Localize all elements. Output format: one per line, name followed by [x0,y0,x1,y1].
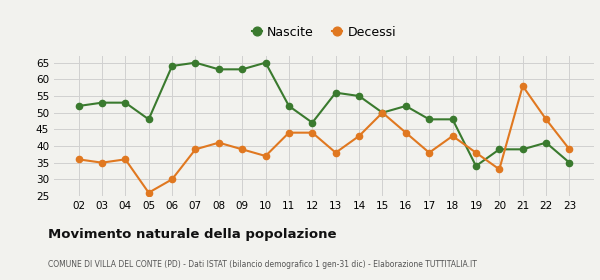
Nascite [239,68,246,71]
Decessi [496,168,503,171]
Nascite [309,121,316,124]
Decessi [449,134,456,138]
Text: Movimento naturale della popolazione: Movimento naturale della popolazione [48,228,337,241]
Nascite [98,101,106,104]
Nascite [496,148,503,151]
Decessi [286,131,293,134]
Nascite [472,164,479,168]
Nascite [449,118,456,121]
Nascite [402,104,409,108]
Decessi [122,158,129,161]
Decessi [519,84,526,88]
Nascite [379,111,386,114]
Nascite [425,118,433,121]
Decessi [542,118,550,121]
Nascite [286,104,293,108]
Decessi [355,134,362,138]
Line: Decessi: Decessi [76,83,572,196]
Decessi [566,148,573,151]
Decessi [145,191,152,194]
Nascite [169,64,176,68]
Nascite [332,91,339,94]
Decessi [425,151,433,154]
Legend: Nascite, Decessi: Nascite, Decessi [247,20,401,44]
Text: COMUNE DI VILLA DEL CONTE (PD) - Dati ISTAT (bilancio demografico 1 gen-31 dic) : COMUNE DI VILLA DEL CONTE (PD) - Dati IS… [48,260,477,269]
Decessi [169,178,176,181]
Decessi [309,131,316,134]
Decessi [98,161,106,164]
Decessi [332,151,339,154]
Line: Nascite: Nascite [76,60,572,169]
Nascite [75,104,82,108]
Decessi [239,148,246,151]
Decessi [262,154,269,158]
Nascite [145,118,152,121]
Nascite [192,61,199,64]
Nascite [519,148,526,151]
Decessi [402,131,409,134]
Nascite [566,161,573,164]
Nascite [355,94,362,98]
Nascite [262,61,269,64]
Decessi [379,111,386,114]
Nascite [215,68,223,71]
Decessi [472,151,479,154]
Decessi [215,141,223,144]
Nascite [122,101,129,104]
Decessi [75,158,82,161]
Nascite [542,141,550,144]
Decessi [192,148,199,151]
